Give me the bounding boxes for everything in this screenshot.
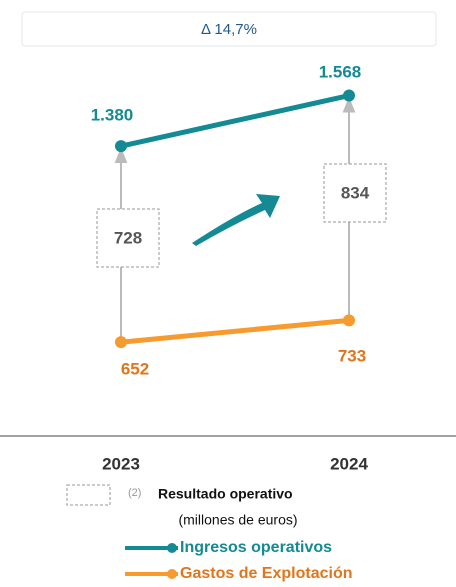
delta-box [21, 11, 437, 47]
x-tick-label: 2024 [330, 454, 368, 473]
value-label: 1.568 [319, 62, 362, 81]
legend-label: Gastos de Explotación [180, 565, 352, 582]
legend-dot [167, 569, 177, 579]
series-line [120, 317, 350, 345]
point [343, 89, 355, 102]
point [115, 336, 127, 349]
point [343, 314, 355, 327]
series-line [120, 93, 350, 149]
legend-label: Resultado operativo [158, 486, 293, 502]
legend-label: Ingresos operativos [180, 539, 332, 556]
value-label: 733 [338, 346, 366, 365]
difference-label: 728 [114, 228, 142, 247]
value-label: 1.380 [91, 105, 134, 124]
value-label: 652 [121, 359, 149, 378]
delta-label: Δ 14,7% [201, 21, 257, 38]
subtitle: (millones de euros) [178, 512, 297, 528]
difference-box [323, 163, 387, 223]
difference-box [96, 208, 160, 268]
legend-box-swatch [66, 484, 111, 506]
legend-dot [167, 543, 177, 553]
point [115, 140, 127, 153]
legend-note: (2) [128, 487, 141, 499]
trend-arrow [192, 194, 280, 246]
difference-label: 834 [341, 183, 370, 202]
x-tick-label: 2023 [102, 454, 140, 473]
